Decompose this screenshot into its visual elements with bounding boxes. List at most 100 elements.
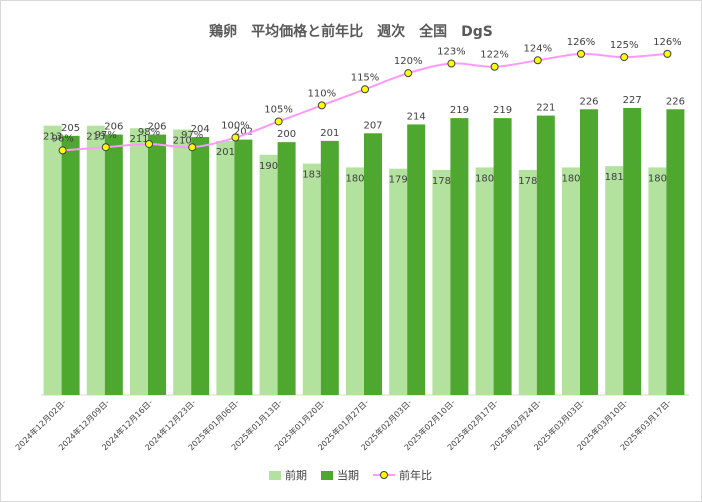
data-label-curr: 227	[623, 95, 642, 106]
ratio-point	[404, 69, 413, 78]
ratio-point	[317, 101, 326, 110]
bar-prev	[562, 167, 580, 395]
bar-prev	[432, 169, 451, 395]
data-label-curr: 206	[147, 122, 166, 133]
bar-prev	[43, 125, 62, 395]
data-label-curr: 201	[320, 128, 339, 139]
data-label-ratio: 115%	[351, 72, 380, 83]
bar-curr	[536, 115, 555, 395]
data-label-prev: 180	[648, 173, 667, 184]
bar-curr	[450, 118, 469, 395]
ratio-point	[361, 85, 369, 94]
data-label-ratio: 96%	[51, 133, 73, 144]
data-label-curr: 226	[579, 96, 598, 107]
legend-label-curr: 当期	[337, 469, 359, 482]
data-label-ratio: 125%	[610, 40, 639, 51]
bar-prev	[86, 125, 105, 395]
data-label-ratio: 122%	[480, 50, 509, 61]
data-label-prev: 181	[605, 172, 624, 183]
ratio-point	[58, 146, 67, 155]
bar-curr	[277, 142, 296, 395]
bar-prev	[648, 167, 667, 395]
legend: 前期 当期 前年比	[269, 467, 446, 483]
ratio-point	[663, 49, 672, 58]
data-label-ratio: 126%	[653, 37, 682, 48]
ratio-point	[231, 133, 240, 142]
ratio-point	[145, 139, 153, 148]
data-label-ratio: 105%	[264, 104, 293, 115]
data-label-curr: 202	[234, 127, 253, 138]
chart-title: 鶏卵 平均価格と前年比 週次 全国 DgS	[209, 24, 493, 40]
bar-prev	[605, 166, 624, 395]
bar-curr	[234, 139, 253, 395]
bar-prev	[302, 163, 321, 395]
data-label-prev: 179	[389, 175, 408, 186]
data-label-curr: 226	[666, 96, 685, 107]
data-label-ratio: 100%	[221, 121, 250, 132]
data-label-ratio: 123%	[437, 47, 466, 58]
data-label-prev: 210	[173, 136, 192, 147]
legend-item-prev: 前期	[269, 467, 307, 483]
bar-prev	[389, 168, 408, 395]
ratio-point	[620, 53, 629, 62]
data-label-curr: 219	[450, 105, 469, 116]
data-label-prev: 211	[129, 134, 148, 145]
data-label-ratio: 110%	[308, 88, 337, 99]
data-label-ratio: 126%	[567, 37, 596, 48]
data-label-curr: 206	[104, 122, 123, 133]
data-label-curr: 200	[277, 129, 296, 140]
ratio-point	[447, 59, 456, 68]
legend-label-prev: 前期	[285, 469, 307, 482]
data-label-prev: 180	[345, 173, 364, 184]
bar-curr	[104, 134, 123, 396]
data-label-ratio: 120%	[394, 56, 423, 67]
legend-swatch-ratio	[373, 470, 395, 480]
legend-swatch-prev	[269, 470, 281, 480]
data-label-ratio: 97%	[181, 130, 203, 141]
data-label-curr: 219	[493, 105, 512, 116]
bar-prev	[259, 154, 278, 395]
data-label-prev: 178	[518, 176, 537, 187]
bar-curr	[61, 135, 80, 396]
data-label-ratio: 124%	[524, 43, 553, 54]
bar-prev	[216, 140, 235, 395]
ratio-point	[188, 143, 197, 152]
bar-curr	[148, 134, 166, 396]
data-label-prev: 178	[432, 176, 451, 187]
bar-curr	[493, 118, 512, 395]
data-label-curr: 207	[363, 120, 382, 131]
bar-prev	[475, 167, 494, 395]
data-label-ratio: 97%	[95, 130, 117, 141]
data-label-curr: 214	[407, 111, 426, 122]
bar-prev	[173, 129, 192, 395]
bar-curr	[191, 137, 210, 396]
legend-swatch-curr	[321, 470, 333, 480]
legend-label-ratio: 前年比	[399, 469, 432, 482]
bar-prev	[130, 128, 148, 395]
legend-item-ratio: 前年比	[373, 467, 432, 483]
bar-curr	[364, 133, 382, 396]
bar-curr	[666, 109, 685, 396]
data-label-prev: 213	[86, 132, 105, 143]
data-label-curr: 205	[61, 123, 80, 134]
bar-curr	[407, 124, 426, 395]
bar-curr	[580, 109, 598, 396]
data-label-prev: 180	[475, 173, 494, 184]
ratio-point	[577, 49, 585, 58]
data-label-prev: 201	[216, 147, 235, 158]
bar-prev	[346, 167, 364, 395]
ratio-point	[490, 62, 499, 71]
data-label-prev: 183	[302, 170, 321, 181]
ratio-point	[274, 117, 283, 126]
data-label-prev: 190	[259, 161, 278, 172]
bar-curr	[320, 140, 339, 395]
data-label-curr: 221	[536, 103, 555, 114]
ratio-point	[533, 56, 542, 65]
ratio-point	[101, 143, 110, 152]
data-label-prev: 180	[561, 173, 580, 184]
data-label-prev: 213	[43, 132, 62, 143]
bar-curr	[623, 108, 642, 395]
legend-item-curr: 当期	[321, 467, 359, 483]
